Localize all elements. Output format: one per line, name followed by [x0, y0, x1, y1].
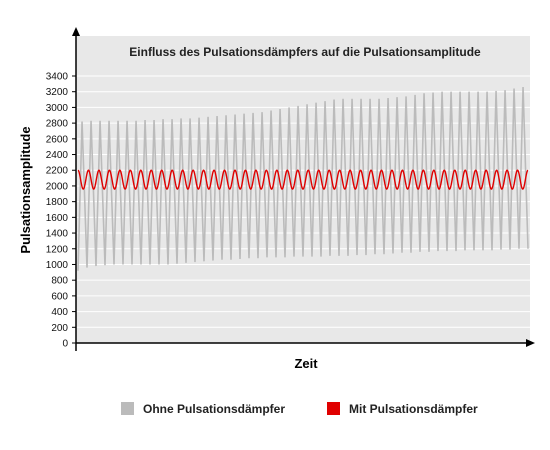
y-tick-label: 1200 — [46, 244, 69, 255]
y-tick-label: 800 — [51, 276, 68, 287]
y-tick-label: 3000 — [46, 103, 69, 114]
y-axis-label: Pulsationsamplitude — [18, 126, 33, 253]
x-axis-label: Zeit — [294, 356, 318, 371]
y-tick-label: 2000 — [46, 181, 69, 192]
y-tick-label: 1400 — [46, 229, 69, 240]
y-tick-label: 2800 — [46, 119, 69, 130]
y-tick-label: 3200 — [46, 87, 69, 98]
y-tick-label: 3400 — [46, 72, 69, 83]
y-tick-labels: 0 200 400 600 800 1000 1200 1400 1600 1800 2000 220… — [46, 72, 76, 350]
y-tick-label: 1000 — [46, 260, 69, 271]
series-line-mit — [77, 169, 529, 190]
y-tick-label: 0 — [62, 339, 68, 350]
legend: Ohne Pulsationsdämpfer Mit Pulsationsdäm… — [121, 402, 478, 416]
series-ohne-pulsationsdaempfer — [77, 86, 529, 271]
y-tick-label: 1600 — [46, 213, 69, 224]
y-tick-label: 200 — [51, 323, 68, 334]
series-line-ohne — [77, 86, 529, 271]
y-tick-label: 2600 — [46, 134, 69, 145]
legend-label-ohne: Ohne Pulsationsdämpfer — [143, 402, 285, 416]
y-tick-label: 1800 — [46, 197, 69, 208]
y-tick-label: 2200 — [46, 166, 69, 177]
legend-swatch-mit — [327, 402, 340, 415]
y-tick-label: 400 — [51, 307, 68, 318]
legend-label-mit: Mit Pulsationsdämpfer — [349, 402, 478, 416]
chart-title: Einfluss des Pulsationsdämpfers auf die … — [129, 45, 481, 59]
y-axis-arrow — [72, 27, 80, 36]
y-tick-label: 600 — [51, 291, 68, 302]
axes — [72, 27, 535, 351]
x-axis-arrow — [526, 339, 535, 347]
series-mit-pulsationsdaempfer — [77, 169, 529, 190]
legend-swatch-ohne — [121, 402, 134, 415]
y-tick-label: 2400 — [46, 150, 69, 161]
